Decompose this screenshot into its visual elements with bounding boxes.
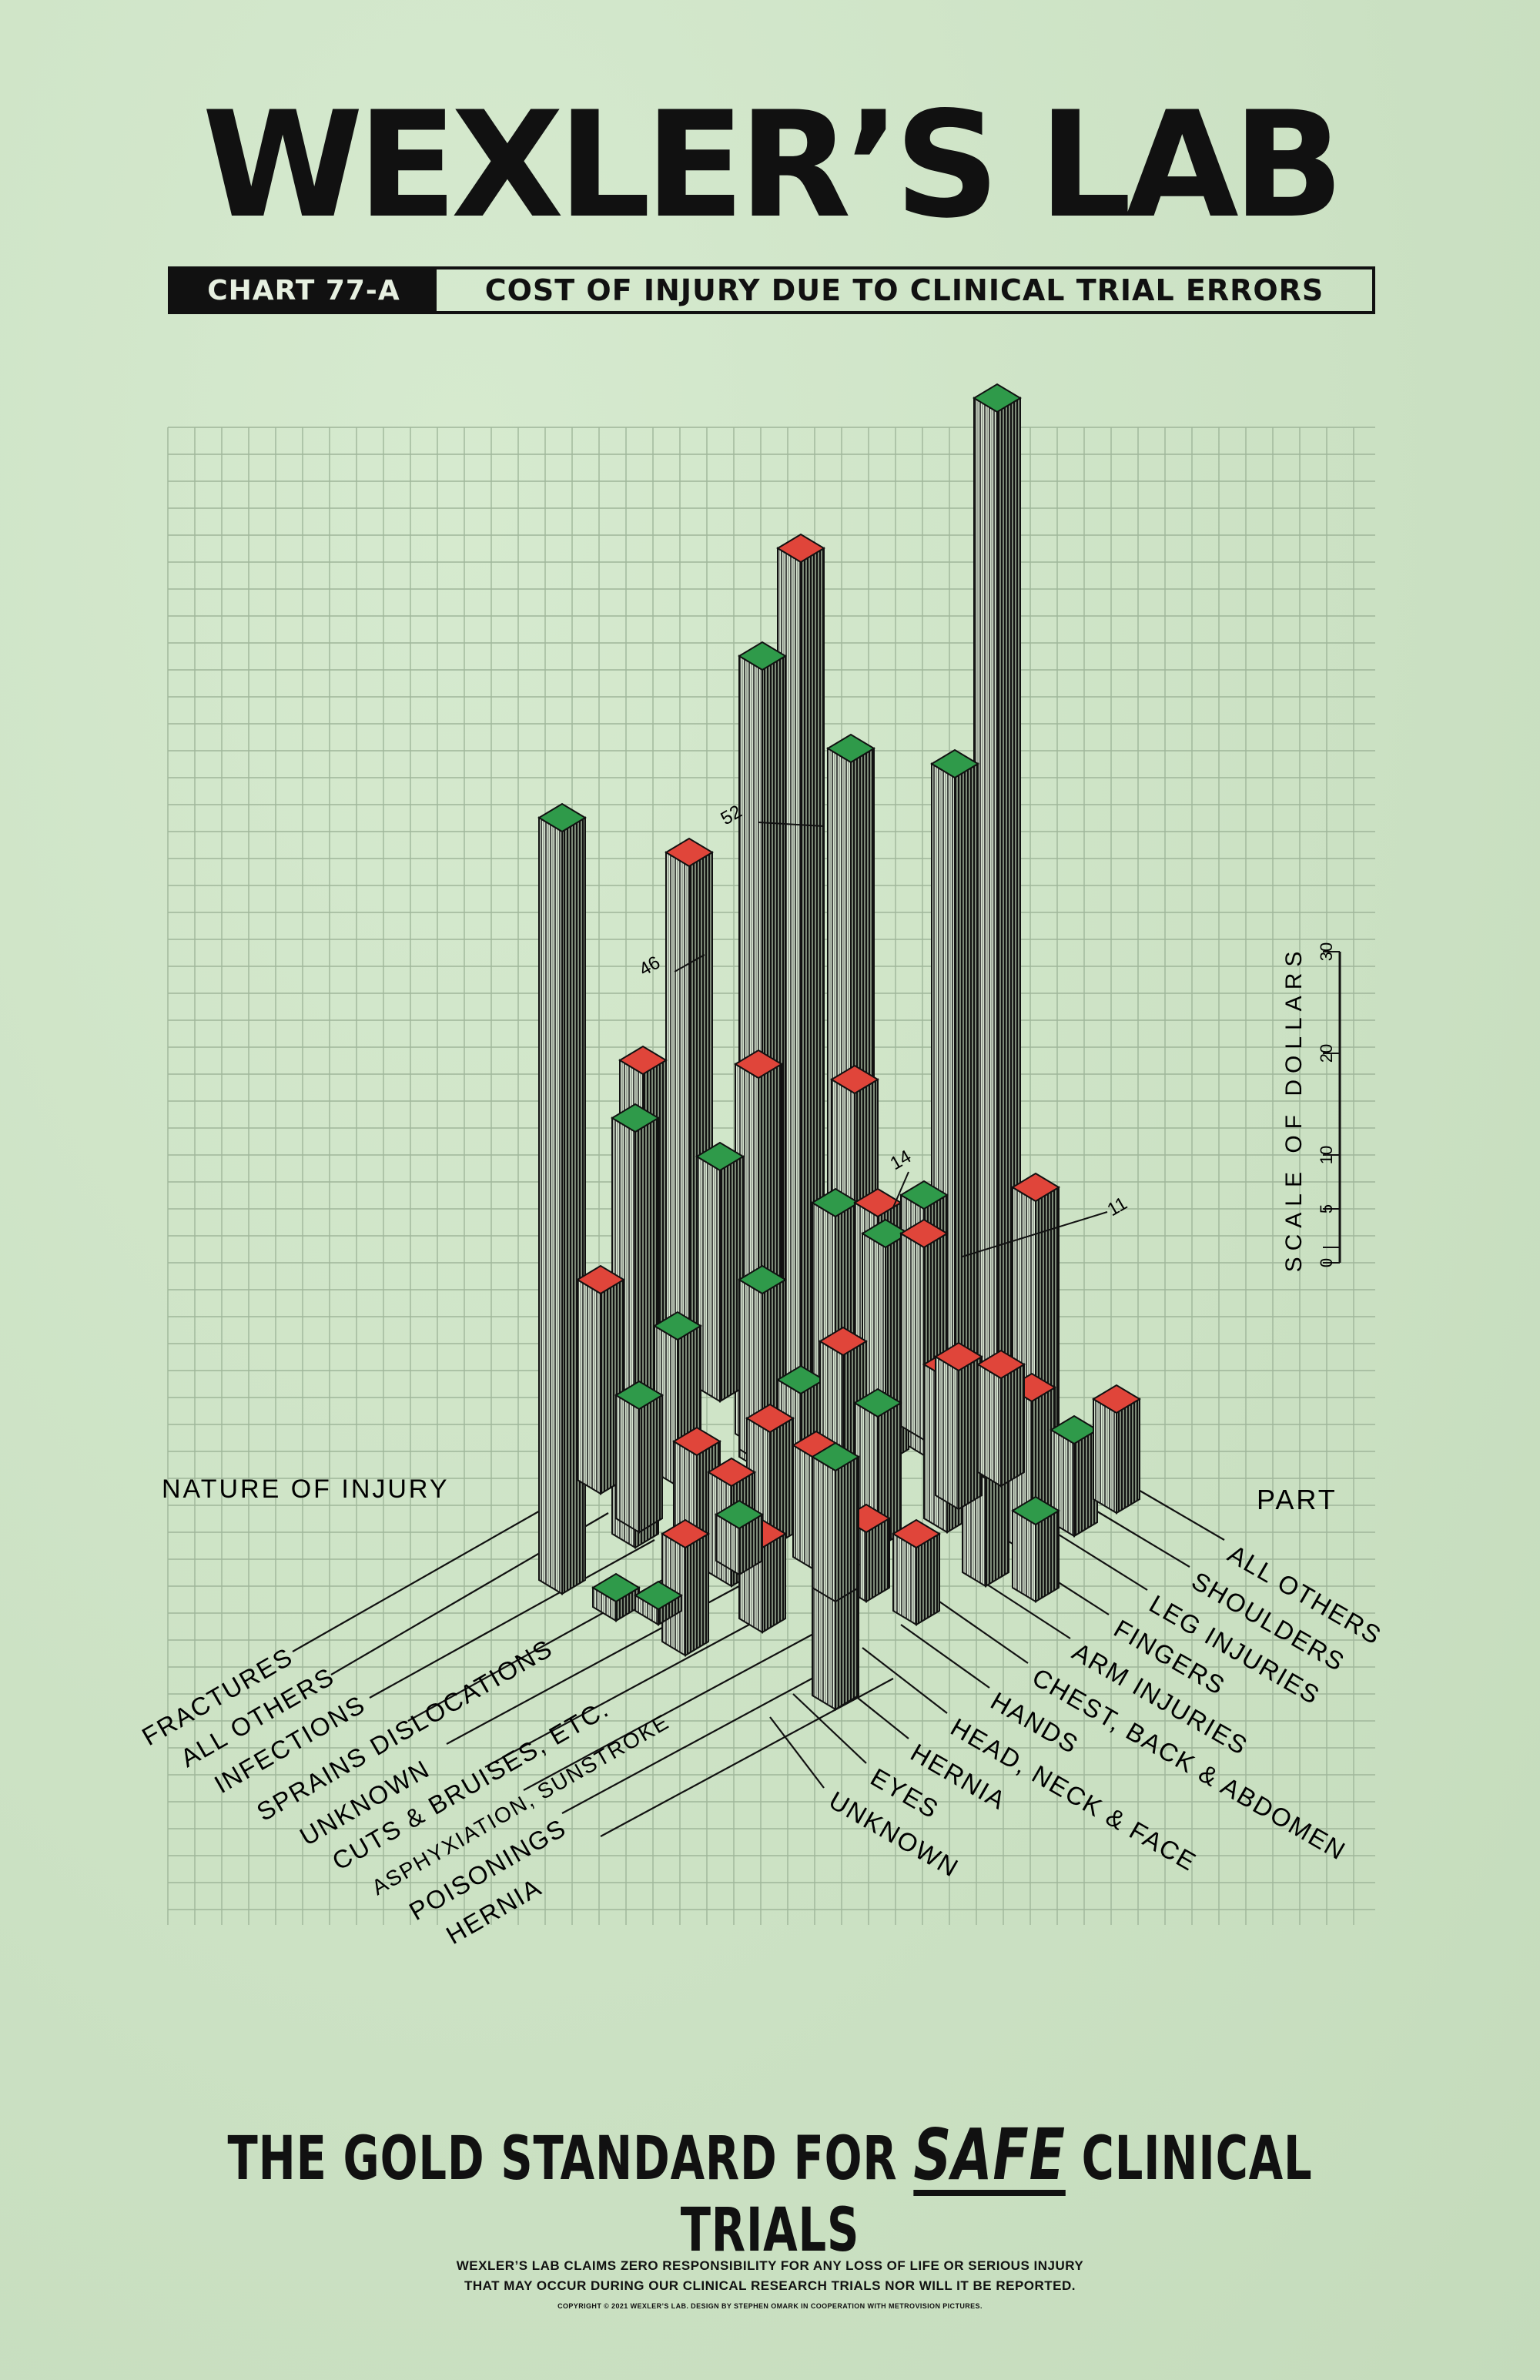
- disclaimer-line-1: WEXLER’S LAB CLAIMS ZERO RESPONSIBILITY …: [456, 2258, 1084, 2273]
- callout-14: 14: [887, 1146, 916, 1174]
- chart-bar: [576, 1264, 625, 1495]
- scale-tick-20: 20: [1317, 1044, 1336, 1063]
- chart-bar: [1050, 1414, 1099, 1538]
- chart-bar: [634, 1580, 683, 1626]
- scale-label: SCALE OF DOLLARS: [1281, 946, 1307, 1273]
- bars-group: [537, 383, 1141, 1711]
- nature-of-injury-labels: FRACTURES ALL OTHERS INFECTIONS SPRAINS …: [137, 1633, 674, 1950]
- chart-bar: [665, 837, 714, 1372]
- scale-tick-5: 5: [1317, 1204, 1336, 1213]
- chart-bar: [973, 383, 1022, 1515]
- scale-tick-10: 10: [1317, 1146, 1336, 1164]
- chart-bar: [715, 1499, 764, 1576]
- callout-46: 46: [636, 952, 665, 980]
- nature-axis-label: NATURE OF INJURY: [162, 1475, 450, 1504]
- disclaimer: WEXLER’S LAB CLAIMS ZERO RESPONSIBILITY …: [0, 2256, 1540, 2296]
- chart-bar: [1011, 1495, 1060, 1603]
- page-title: WEXLER’S LAB: [202, 80, 1344, 250]
- scale-tick-30: 30: [1317, 942, 1336, 961]
- chart-bar: [934, 1341, 983, 1511]
- chart-bar: [892, 1518, 941, 1626]
- tagline-before: THE GOLD STANDARD FOR: [227, 2124, 898, 2194]
- disclaimer-line-2: THAT MAY OCCUR DURING OUR CLINICAL RESEA…: [464, 2278, 1076, 2293]
- tagline-emphasis: SAFE: [913, 2114, 1066, 2196]
- scale-tick-0: 0: [1317, 1258, 1336, 1267]
- chart-bar: [537, 802, 587, 1595]
- scale-of-dollars: 0 5 10 20 30 SCALE OF DOLLARS: [1281, 942, 1341, 1273]
- chart-tag: CHART 77-A: [171, 269, 437, 311]
- chart-bar: [695, 1141, 745, 1403]
- chart-subtitle-bar: CHART 77-A COST OF INJURY DUE TO CLINICA…: [168, 266, 1375, 314]
- callout-11: 11: [1104, 1193, 1131, 1220]
- tagline-after: CLINICAL TRIALS: [680, 2124, 1313, 2265]
- part-axis-label: PART: [1257, 1484, 1337, 1515]
- chart-bar: [614, 1380, 664, 1534]
- chart-bar: [976, 1349, 1026, 1488]
- copyright: COPYRIGHT © 2021 WEXLER’S LAB. DESIGN BY…: [557, 2302, 983, 2310]
- tagline: THE GOLD STANDARD FOR SAFE CLINICAL TRIA…: [139, 2114, 1401, 2265]
- chart-bar: [591, 1572, 641, 1622]
- chart-bar: [661, 1518, 710, 1657]
- chart-title: COST OF INJURY DUE TO CLINICAL TRIAL ERR…: [484, 273, 1324, 307]
- chart-bar: [1092, 1384, 1141, 1515]
- chart-bar: [811, 1441, 860, 1603]
